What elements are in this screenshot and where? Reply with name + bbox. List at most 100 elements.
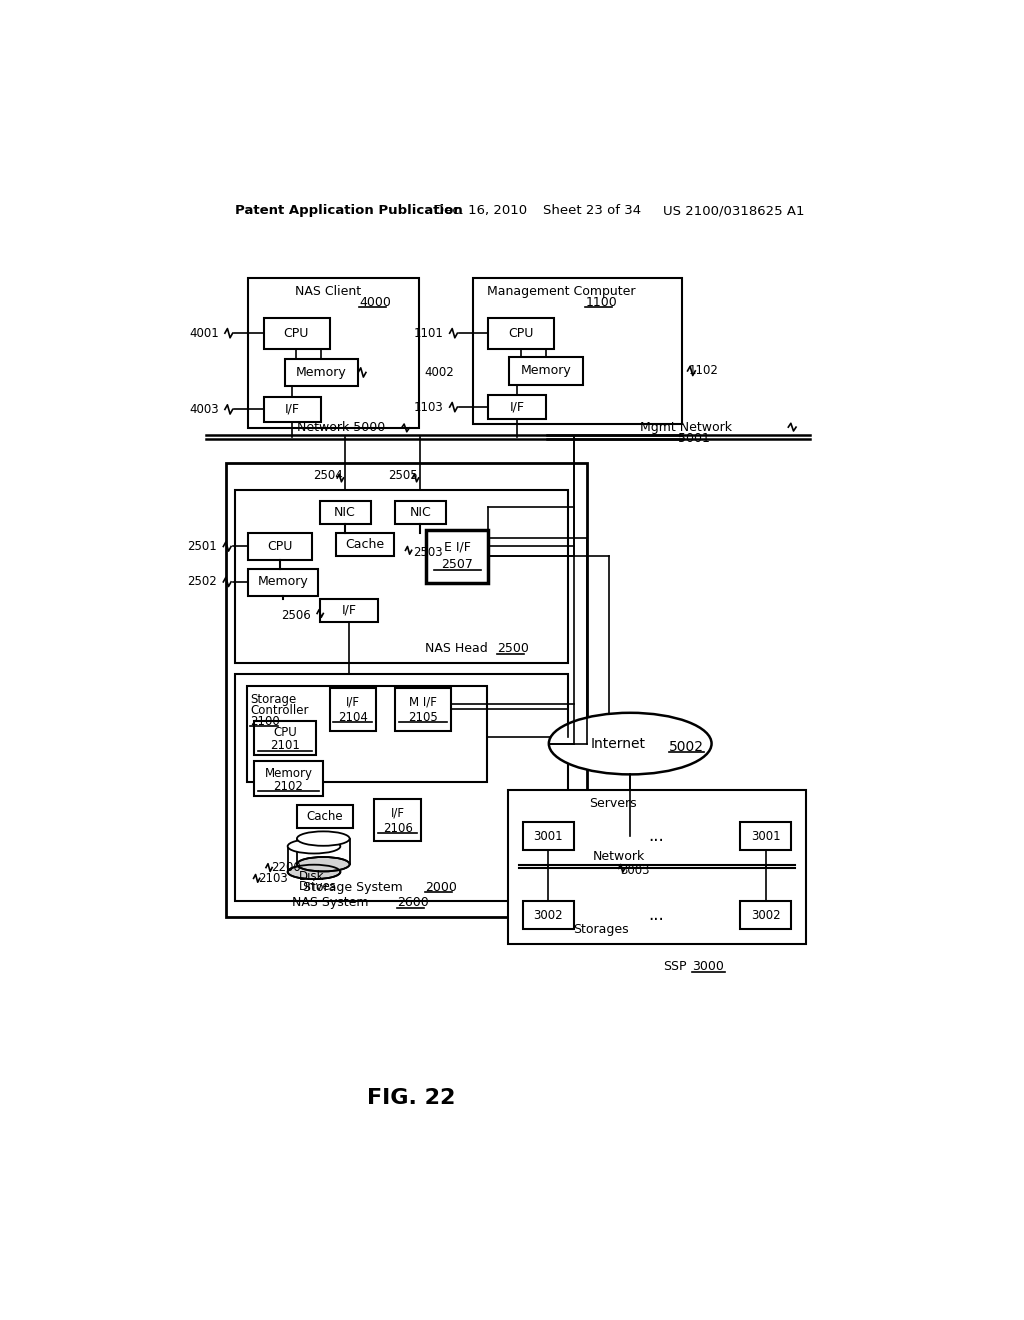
Text: 2502: 2502 (187, 576, 217, 589)
Text: 2504: 2504 (313, 469, 343, 482)
Bar (263, 318, 330, 348)
Text: 2506: 2506 (282, 610, 311, 622)
Text: 2104: 2104 (338, 711, 368, 723)
Text: I/F: I/F (391, 807, 404, 820)
Text: 2501: 2501 (187, 540, 217, 553)
Text: 2500: 2500 (497, 643, 528, 656)
Text: CPU: CPU (267, 540, 293, 553)
Text: Management Computer: Management Computer (486, 285, 635, 298)
Text: 2505: 2505 (388, 469, 418, 482)
Text: I/F: I/F (341, 603, 356, 616)
Text: Internet: Internet (591, 737, 646, 751)
Bar (321, 599, 378, 622)
Text: 2000: 2000 (425, 880, 457, 894)
Text: NAS Client: NAS Client (295, 285, 360, 298)
Text: Storage System: Storage System (303, 880, 402, 894)
Text: 2507: 2507 (441, 558, 473, 572)
Bar (288, 846, 340, 873)
Text: 4003: 4003 (189, 403, 219, 416)
Bar (488, 395, 546, 420)
Text: 2106: 2106 (383, 822, 413, 834)
Text: 3001: 3001 (534, 829, 563, 842)
Text: Dec. 16, 2010: Dec. 16, 2010 (434, 205, 527, 218)
Text: Controller: Controller (251, 704, 309, 717)
Bar (234, 490, 568, 663)
Text: Mgmt Network: Mgmt Network (640, 421, 731, 434)
Text: NIC: NIC (410, 506, 431, 519)
Bar (321, 502, 371, 524)
Bar (395, 688, 452, 730)
Text: E I/F: E I/F (444, 541, 471, 554)
Text: 3002: 3002 (534, 908, 563, 921)
Ellipse shape (288, 865, 340, 879)
Bar (254, 762, 323, 796)
Bar (263, 397, 321, 422)
Text: 5002: 5002 (669, 741, 703, 755)
Bar (248, 533, 312, 561)
Text: 4000: 4000 (359, 296, 391, 309)
Text: ...: ... (648, 907, 665, 924)
Bar (336, 533, 394, 557)
Text: Memory: Memory (258, 576, 308, 589)
Bar (375, 799, 421, 841)
Ellipse shape (288, 840, 340, 854)
Bar (509, 358, 583, 385)
Bar (226, 462, 587, 917)
Bar (740, 822, 791, 850)
Ellipse shape (297, 857, 349, 871)
Ellipse shape (549, 713, 712, 775)
Text: Memory: Memory (264, 767, 312, 780)
Text: 4002: 4002 (425, 366, 455, 379)
Text: SSP: SSP (663, 961, 686, 973)
Text: NIC: NIC (334, 506, 356, 519)
Bar (426, 531, 488, 582)
Text: I/F: I/F (346, 696, 359, 709)
Text: Patent Application Publication: Patent Application Publication (234, 205, 463, 218)
Bar (523, 822, 573, 850)
Text: 3000: 3000 (692, 961, 724, 973)
Text: US 2100/0318625 A1: US 2100/0318625 A1 (663, 205, 804, 218)
Bar (247, 686, 486, 781)
Text: 3001: 3001 (751, 829, 780, 842)
Text: Servers: Servers (589, 797, 637, 810)
Bar (297, 805, 352, 829)
Ellipse shape (297, 832, 349, 846)
Bar (395, 502, 445, 524)
Text: Storages: Storages (573, 924, 630, 936)
Bar (248, 569, 317, 595)
Bar (297, 838, 349, 865)
Text: 2200: 2200 (271, 861, 301, 874)
Bar (234, 675, 568, 902)
Text: Memory: Memory (296, 366, 346, 379)
Text: 2100: 2100 (251, 714, 281, 727)
Bar (508, 789, 806, 944)
Text: 1101: 1101 (414, 326, 443, 339)
Bar (248, 277, 419, 428)
Text: Disk: Disk (299, 870, 324, 883)
Text: CPU: CPU (508, 326, 534, 339)
Bar (330, 688, 376, 730)
Text: 2105: 2105 (409, 711, 438, 723)
Bar (254, 721, 316, 755)
Text: CPU: CPU (273, 726, 297, 739)
Text: Storage: Storage (251, 693, 297, 706)
Text: 2103: 2103 (258, 871, 288, 884)
Text: I/F: I/F (510, 400, 524, 413)
Text: Cache: Cache (345, 539, 384, 552)
Text: NAS System: NAS System (292, 896, 369, 909)
Text: Network 5000: Network 5000 (297, 421, 385, 434)
Text: FIG. 22: FIG. 22 (367, 1088, 455, 1107)
Text: 2600: 2600 (397, 896, 429, 909)
Text: ...: ... (648, 828, 665, 845)
Text: CPU: CPU (284, 326, 309, 339)
Text: 1103: 1103 (414, 400, 443, 413)
Text: 3002: 3002 (751, 908, 780, 921)
Text: 1102: 1102 (688, 364, 718, 378)
Text: 3003: 3003 (621, 865, 649, 878)
Bar (285, 359, 358, 387)
Bar (523, 902, 573, 929)
Text: 1100: 1100 (586, 296, 617, 309)
Text: 4001: 4001 (188, 326, 219, 339)
Bar (740, 902, 791, 929)
Text: 2101: 2101 (270, 739, 300, 752)
